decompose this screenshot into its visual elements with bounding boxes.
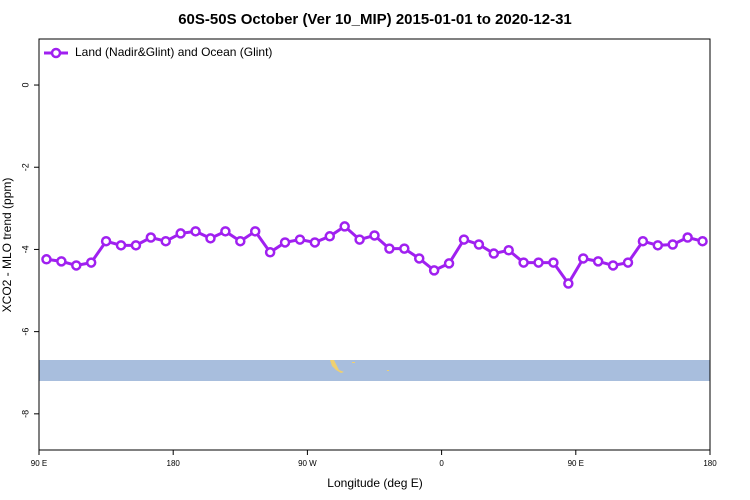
data-point: [71, 260, 82, 271]
legend-label: Land (Nadir&Glint) and Ocean (Glint): [75, 45, 272, 59]
data-point: [160, 235, 171, 247]
data-point: [428, 265, 440, 276]
data-point: [518, 257, 529, 268]
data-point: [145, 232, 157, 243]
data-point: [384, 243, 395, 254]
y-tick-label: -8: [20, 410, 30, 418]
data-point: [56, 256, 67, 267]
data-point: [697, 235, 708, 247]
map-land: [352, 362, 355, 363]
x-tick-label: 180: [167, 459, 181, 468]
data-point: [354, 234, 365, 245]
data-point: [249, 226, 261, 237]
data-point: [205, 233, 216, 244]
data-point: [503, 245, 514, 256]
data-point: [115, 240, 127, 251]
data-point: [190, 226, 201, 237]
data-point: [339, 221, 350, 232]
data-point: [175, 228, 186, 239]
plot-frame: [38, 38, 711, 451]
data-point: [592, 256, 604, 267]
x-tick-label: 90 E: [31, 459, 47, 468]
data-point: [652, 240, 664, 251]
data-point: [578, 253, 589, 264]
legend-marker: [50, 47, 62, 59]
data-point: [220, 226, 231, 237]
data-point: [294, 234, 306, 245]
map-land: [330, 360, 344, 373]
y-tick-label: 0: [20, 83, 30, 88]
data-point: [473, 239, 485, 250]
data-point: [41, 254, 52, 265]
data-point: [369, 230, 380, 241]
data-point: [130, 240, 142, 251]
map-band: [39, 360, 710, 381]
data-point: [309, 237, 321, 248]
data-point: [413, 253, 425, 264]
data-point: [279, 237, 291, 248]
data-point: [399, 243, 410, 254]
data-point: [235, 235, 246, 247]
data-point: [682, 232, 693, 243]
x-tick-label: 0: [439, 459, 444, 468]
data-point: [458, 234, 470, 245]
y-axis-label: XCO2 - MLO trend (ppm): [0, 178, 14, 313]
data-point: [667, 239, 678, 250]
chart-title: 60S-50S October (Ver 10_MIP) 2015-01-01 …: [178, 11, 572, 28]
data-point: [607, 260, 619, 271]
data-point: [85, 257, 97, 268]
x-axis-label: Longitude (deg E): [327, 476, 422, 490]
x-tick-label: 90 W: [298, 459, 317, 468]
y-tick-label: -2: [20, 163, 30, 171]
data-point: [533, 257, 544, 268]
data-point: [637, 235, 649, 247]
x-tick-label: 180: [703, 459, 717, 468]
map-land: [387, 370, 389, 371]
data-point: [548, 257, 559, 268]
data-point: [488, 248, 500, 259]
data-point: [264, 247, 276, 258]
x-tick-label: 90 E: [568, 459, 584, 468]
y-tick-label: -6: [20, 328, 30, 336]
data-point: [324, 231, 336, 242]
y-tick-label: -4: [20, 245, 30, 253]
data-point: [443, 258, 455, 269]
data-point: [100, 235, 112, 247]
data-point: [622, 257, 634, 268]
data-point: [563, 278, 574, 289]
